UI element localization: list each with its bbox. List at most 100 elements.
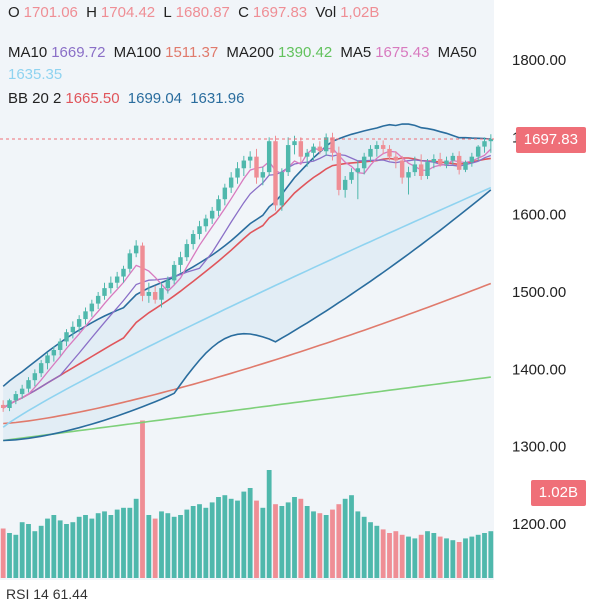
volume-bar [444, 538, 449, 578]
volume-bar [266, 470, 272, 578]
candle-body [197, 226, 202, 234]
volume-bar [254, 500, 259, 578]
volume-bar [152, 518, 158, 578]
candle-body [444, 160, 449, 165]
candle-body [7, 400, 12, 408]
candle-body [456, 155, 462, 170]
candle-body [159, 288, 164, 300]
volume-bar [32, 531, 38, 578]
volume-bar [121, 507, 126, 578]
candle-body [482, 141, 487, 147]
volume-bar [342, 498, 348, 578]
close-value: 1697.83 [252, 4, 308, 21]
volume-bar [45, 518, 50, 578]
volume-value: 1,02B [340, 4, 380, 21]
volume-bar [412, 538, 418, 578]
volume-bar [209, 502, 215, 578]
candle-body [431, 158, 437, 163]
volume-bar [450, 540, 456, 578]
volume-bar [349, 495, 354, 578]
ma200-label: MA200 [226, 44, 274, 61]
candle-body [235, 168, 240, 178]
candle-body [178, 257, 183, 265]
candle-body [247, 156, 253, 161]
volume-bar [114, 509, 120, 578]
volume-bar [197, 504, 202, 578]
candle-body [241, 160, 247, 169]
volume-bar [311, 511, 316, 578]
volume-bar [76, 516, 82, 578]
volume-bar [406, 536, 411, 578]
volume-bar [482, 533, 487, 578]
bb-lower-line [3, 189, 492, 442]
candle-body [19, 388, 25, 395]
candle-body [273, 141, 278, 206]
bb-label: BB 20 2 [8, 90, 62, 107]
candle-body [393, 156, 399, 161]
bollinger-band-fill [3, 123, 491, 441]
low-label: L [163, 4, 172, 21]
candle-body [38, 363, 44, 374]
candle-body [387, 148, 392, 157]
last-price-tag: 1697.83 [515, 127, 586, 153]
volume-bar [273, 504, 278, 578]
ma10-value: 1669.72 [51, 44, 106, 61]
volume-bar [184, 509, 190, 578]
volume-bar [298, 498, 304, 578]
volume-bar [83, 515, 88, 578]
ma200-line [3, 376, 491, 442]
candle-body [114, 276, 120, 283]
bb-mid-value: 1665.50 [65, 90, 120, 107]
candle-body [51, 350, 57, 356]
volume-bar [330, 509, 335, 578]
candle-body [184, 244, 190, 258]
ma10-line [2, 153, 492, 409]
candle-body [304, 152, 310, 157]
candle-body [488, 138, 494, 142]
ma100-line [3, 282, 492, 425]
candle-body [76, 319, 82, 327]
candle-body [190, 234, 196, 245]
volume-bar [26, 524, 31, 578]
volume-bar [368, 522, 373, 578]
y-tick-label: 1500.00 [512, 284, 566, 301]
ma100-label: MA100 [113, 44, 162, 61]
volume-tag: 1.02B [530, 480, 586, 506]
volume-bar [13, 534, 19, 578]
candle-body [45, 355, 50, 364]
ma5-line [2, 147, 492, 409]
close-label: C [238, 4, 249, 21]
volume-bar [241, 491, 247, 578]
candle-body [285, 145, 291, 173]
candle-body [425, 162, 430, 176]
candle-body [418, 164, 424, 176]
volume-bar [235, 500, 240, 578]
bb-mid-line [2, 157, 491, 409]
candle-body [70, 326, 76, 333]
y-tick-label: 1600.00 [512, 207, 566, 224]
ma5-value: 1675.43 [375, 44, 430, 61]
volume-bar [127, 507, 133, 578]
candle-body [26, 380, 31, 389]
candle-body [95, 295, 101, 304]
candle-body [127, 253, 133, 269]
volume-bar [260, 507, 266, 578]
candle-body [292, 141, 297, 146]
candle-body [89, 303, 95, 312]
ma100-value: 1511.37 [165, 44, 219, 61]
volume-bar [38, 525, 44, 578]
candle-body [254, 156, 259, 178]
candle-body [57, 341, 63, 350]
candle-body [412, 164, 418, 173]
volume-bar [171, 516, 177, 578]
candle-body [121, 268, 126, 277]
volume-bar [374, 525, 380, 578]
bb-lower-value: 1631.96 [190, 90, 245, 107]
candle-body [146, 292, 152, 296]
ma50-label: MA50 [437, 44, 477, 61]
candle-body [469, 156, 475, 163]
volume-bar [355, 511, 361, 578]
candle-body [311, 146, 316, 153]
volume-bar [102, 511, 107, 578]
bb-line: BB 20 2 1665.50 1699.04 1631.96 [8, 90, 248, 108]
